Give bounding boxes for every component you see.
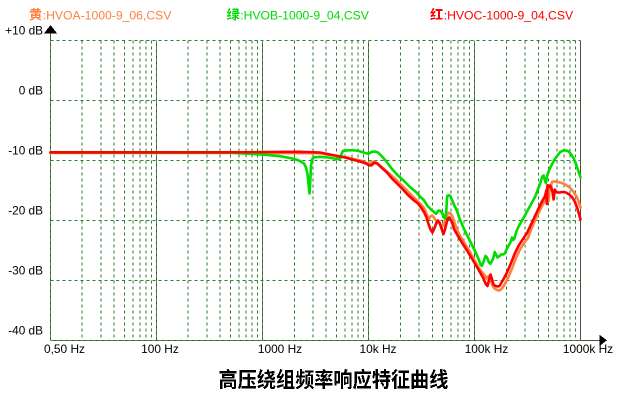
svg-text::HVOB-1000-9_04,CSV: :HVOB-1000-9_04,CSV bbox=[240, 8, 370, 22]
svg-text:-30 dB: -30 dB bbox=[8, 264, 43, 278]
svg-text:-10 dB: -10 dB bbox=[8, 144, 43, 158]
svg-text:1000 Hz: 1000 Hz bbox=[258, 342, 302, 356]
svg-text:-40 dB: -40 dB bbox=[8, 324, 43, 338]
svg-text:0,50 Hz: 0,50 Hz bbox=[44, 342, 85, 356]
svg-text:1000k Hz: 1000k Hz bbox=[563, 342, 613, 356]
svg-text:-20 dB: -20 dB bbox=[8, 204, 43, 218]
svg-text:10k Hz: 10k Hz bbox=[359, 342, 396, 356]
svg-text:100 Hz: 100 Hz bbox=[141, 342, 179, 356]
svg-text:+10 dB: +10 dB bbox=[5, 24, 43, 38]
svg-text::HVOA-1000-9_06,CSV: :HVOA-1000-9_06,CSV bbox=[43, 8, 173, 22]
svg-text::HVOC-1000-9_04,CSV: :HVOC-1000-9_04,CSV bbox=[444, 8, 574, 22]
svg-text:0 dB: 0 dB bbox=[19, 84, 43, 98]
svg-text:100k Hz: 100k Hz bbox=[465, 342, 509, 356]
